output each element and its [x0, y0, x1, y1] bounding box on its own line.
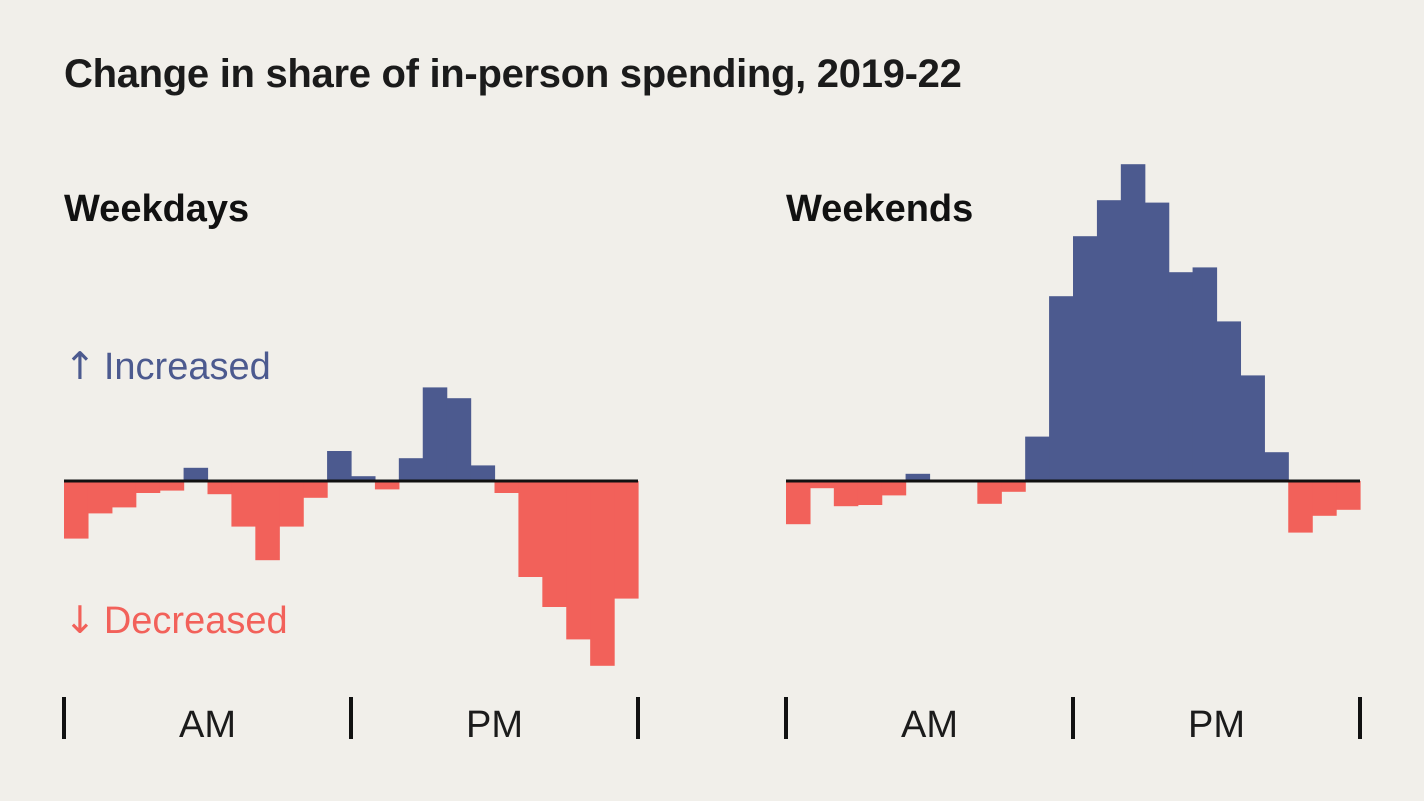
weekdays-bar-7	[231, 481, 256, 527]
weekdays-bar-0	[64, 481, 89, 539]
weekends-bar-21	[1288, 481, 1313, 533]
weekdays-bar-10	[303, 481, 328, 498]
weekends-bar-10	[1025, 436, 1050, 481]
legend-increased: ↑ Increased	[64, 344, 271, 389]
weekends-bar-16	[1168, 272, 1194, 481]
weekends-bar-3	[857, 481, 883, 505]
weekdays-bar-22	[590, 481, 615, 666]
weekends-tick-label-pm: PM	[1188, 704, 1245, 746]
weekends-bar-17	[1192, 267, 1218, 481]
weekdays-bar-5	[183, 467, 209, 481]
weekends-bar-0	[786, 481, 811, 525]
weekends-bar-13	[1096, 200, 1122, 481]
chart-title: Change in share of in-person spending, 2…	[64, 52, 962, 96]
weekdays-bar-9	[279, 481, 304, 527]
weekdays-bar-19	[518, 481, 543, 577]
weekdays-tick-label-pm: PM	[466, 704, 523, 746]
weekends-bar-19	[1240, 375, 1265, 481]
weekends-bar-15	[1144, 202, 1170, 481]
weekdays-bar-20	[542, 481, 567, 607]
weekends-bar-5	[905, 473, 931, 481]
weekdays-bar-1	[87, 481, 113, 514]
weekends-bar-14	[1120, 164, 1146, 481]
weekdays-bar-12	[351, 476, 376, 481]
weekends-tick-label-am: AM	[901, 704, 958, 746]
weekdays-bar-18	[494, 481, 520, 493]
weekends-bar-23	[1336, 481, 1361, 510]
weekdays-tick-label-am: AM	[179, 704, 236, 746]
weekdays-bar-3	[135, 481, 161, 493]
weekdays-bar-17	[470, 465, 496, 481]
weekdays-bar-6	[207, 481, 233, 495]
weekdays-bar-4	[159, 481, 185, 491]
weekends-bar-20	[1264, 452, 1289, 481]
weekdays-bar-2	[111, 481, 137, 508]
weekends-bar-22	[1312, 481, 1337, 516]
weekdays-bar-15	[422, 387, 448, 481]
weekends-bar-12	[1073, 236, 1098, 481]
weekdays-bar-16	[446, 398, 472, 481]
weekends-bar-11	[1049, 296, 1074, 481]
weekends-bar-8	[977, 481, 1002, 504]
weekends-bar-2	[833, 481, 859, 507]
weekdays-bar-23	[614, 481, 639, 599]
legend-increased-label: Increased	[103, 346, 271, 388]
legend-decreased-label: Decreased	[103, 600, 288, 642]
arrow-down-icon: ↓	[64, 598, 96, 642]
arrow-up-icon: ↑	[64, 344, 96, 388]
weekdays-bar-14	[398, 458, 424, 481]
weekends-bar-1	[809, 481, 835, 489]
weekends-bar-18	[1216, 321, 1242, 481]
weekends-bar-9	[1001, 481, 1026, 492]
weekends-bar-4	[881, 481, 907, 496]
weekdays-bar-21	[566, 481, 591, 640]
legend-decreased: ↓ Decreased	[64, 598, 288, 643]
weekdays-bar-13	[374, 481, 400, 490]
weekdays-bar-8	[255, 481, 280, 561]
weekdays-bar-11	[327, 451, 352, 481]
panel-title-weekdays: Weekdays	[64, 188, 250, 230]
panel-title-weekends: Weekends	[786, 188, 974, 230]
